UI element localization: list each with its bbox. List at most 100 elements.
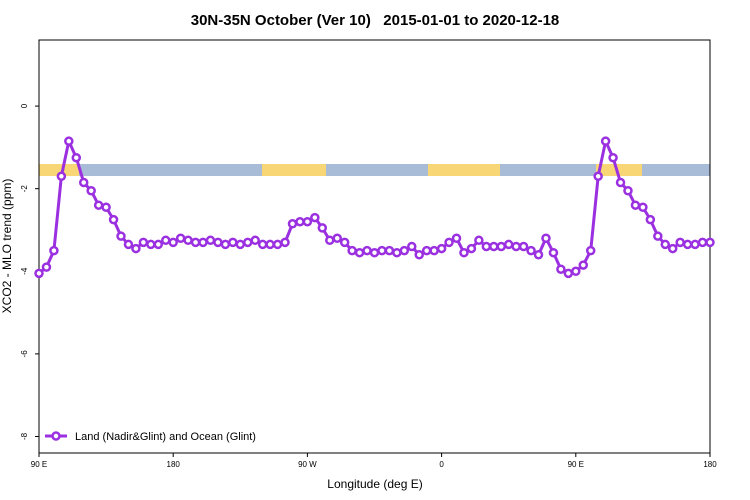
data-point (630, 200, 641, 210)
y-tick-label: -8 (20, 432, 29, 440)
data-point (257, 239, 268, 250)
x-tick-label: 0 (439, 460, 444, 469)
data-point (347, 245, 357, 256)
y-tick-label: 0 (20, 103, 29, 108)
data-point (466, 243, 477, 254)
land-band (428, 164, 500, 176)
data-point (474, 235, 484, 246)
data-point (146, 239, 156, 250)
data-point (101, 202, 111, 213)
data-point (429, 245, 439, 256)
data-point (243, 237, 253, 248)
legend-label: Land (Nadir&Glint) and Ocean (Glint) (75, 431, 256, 443)
data-point (392, 247, 402, 258)
data-point (123, 239, 134, 250)
data-point (325, 235, 335, 246)
x-tick-label: 90 W (298, 460, 317, 469)
data-point (697, 237, 708, 248)
data-point (317, 223, 328, 233)
land-band (39, 164, 79, 176)
data-point (623, 185, 633, 196)
data-point (93, 200, 104, 210)
data-point (682, 239, 693, 250)
data-point (56, 171, 67, 182)
data-point (563, 268, 574, 279)
data-point (295, 216, 305, 227)
data-point (198, 237, 208, 248)
data-point (638, 202, 648, 213)
x-axis-label: Longitude (deg E) (327, 477, 422, 491)
data-point (645, 214, 656, 225)
data-point (489, 241, 499, 252)
data-point (153, 239, 164, 250)
data-point (667, 243, 678, 254)
data-point (78, 177, 89, 188)
data-point (250, 235, 260, 246)
data-point (377, 245, 387, 256)
data-point (302, 216, 313, 227)
x-tick-label: 180 (167, 460, 181, 469)
data-point (705, 237, 715, 248)
legend-marker (51, 431, 61, 441)
land-band (596, 164, 642, 176)
data-point (287, 219, 298, 229)
data-point (444, 237, 454, 248)
data-point (414, 250, 424, 260)
data-point (41, 262, 52, 272)
data-point (272, 239, 283, 250)
data-point (280, 237, 290, 248)
data-point (593, 171, 603, 182)
chart-title: 30N-35N October (Ver 10) 2015-01-01 to 2… (191, 12, 560, 29)
data-point (459, 247, 469, 258)
data-point (64, 136, 74, 146)
y-tick-label: -2 (20, 185, 29, 193)
x-tick-label: 180 (703, 460, 717, 469)
x-tick-label: 90 E (31, 460, 47, 469)
data-point (49, 245, 59, 256)
data-point (481, 241, 492, 252)
data-point (541, 233, 551, 243)
data-point (310, 212, 320, 223)
data-point (407, 241, 417, 252)
data-point (362, 245, 372, 256)
data-point (518, 241, 529, 252)
y-tick-label: -4 (20, 267, 29, 275)
data-point (384, 245, 395, 256)
data-point (585, 245, 596, 256)
data-point (339, 237, 350, 248)
surface-band (39, 164, 710, 176)
data-point (511, 241, 521, 252)
data-point (615, 177, 626, 188)
data-point (526, 245, 536, 256)
data-point (228, 237, 238, 248)
data-point (220, 239, 231, 250)
data-point (608, 152, 618, 163)
data-point (421, 245, 432, 256)
x-tick-label: 90 E (568, 460, 584, 469)
data-point (399, 245, 410, 256)
data-point (116, 231, 126, 241)
y-tick-label: -6 (20, 350, 29, 358)
data-point (571, 266, 581, 277)
data-point (660, 239, 671, 250)
data-point (138, 237, 149, 248)
data-point (131, 243, 141, 254)
data-point (369, 247, 380, 258)
data-point (653, 231, 663, 241)
data-point (86, 185, 96, 196)
data-point (354, 247, 365, 258)
data-point (34, 268, 44, 279)
data-point (205, 235, 216, 246)
data-point (556, 264, 566, 274)
legend: Land (Nadir&Glint) and Ocean (Glint) (45, 431, 256, 443)
data-point (436, 243, 447, 254)
data-point (496, 241, 506, 252)
data-point (168, 237, 178, 248)
data-point (190, 237, 201, 248)
data-point (332, 233, 342, 243)
data-point (265, 239, 275, 250)
data-point (108, 214, 119, 225)
data-point (213, 237, 223, 248)
data-point (503, 239, 514, 250)
